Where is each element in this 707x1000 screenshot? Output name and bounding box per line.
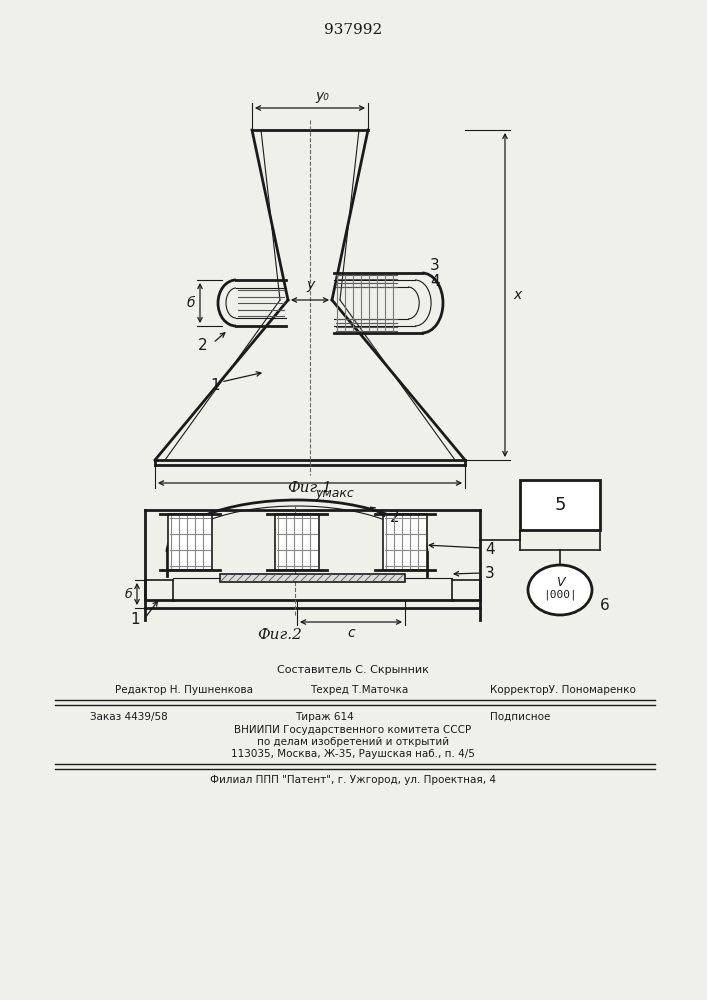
Bar xyxy=(220,574,405,582)
Bar xyxy=(275,514,319,570)
Text: по делам изобретений и открытий: по делам изобретений и открытий xyxy=(257,737,449,747)
Text: 1: 1 xyxy=(130,612,140,628)
Text: 2: 2 xyxy=(390,510,399,526)
Text: y₀: y₀ xyxy=(315,89,329,103)
Text: 6: 6 xyxy=(600,597,609,612)
Text: yмакс: yмакс xyxy=(315,487,354,500)
Text: |000|: |000| xyxy=(543,590,577,600)
Bar xyxy=(383,514,427,570)
Text: Заказ 4439/58: Заказ 4439/58 xyxy=(90,712,168,722)
Text: Техред Т.Маточка: Техред Т.Маточка xyxy=(310,685,408,695)
Text: Редактор Н. Пушненкова: Редактор Н. Пушненкова xyxy=(115,685,253,695)
Text: б: б xyxy=(187,296,195,310)
Text: 113035, Москва, Ж-35, Раушская наб., п. 4/5: 113035, Москва, Ж-35, Раушская наб., п. … xyxy=(231,749,475,759)
Text: Подписное: Подписное xyxy=(490,712,550,722)
Text: 4: 4 xyxy=(430,273,440,288)
Text: Тираж 614: Тираж 614 xyxy=(295,712,354,722)
Text: V: V xyxy=(556,576,564,589)
Text: 4: 4 xyxy=(485,542,495,558)
Text: c: c xyxy=(347,626,355,640)
Text: 937992: 937992 xyxy=(324,23,382,37)
Text: Фиг.2: Фиг.2 xyxy=(257,628,303,642)
Text: 1: 1 xyxy=(210,377,220,392)
Text: Составитель С. Скрынник: Составитель С. Скрынник xyxy=(277,665,429,675)
Text: 3: 3 xyxy=(430,257,440,272)
Text: ВНИИПИ Государственного комитета СССР: ВНИИПИ Государственного комитета СССР xyxy=(235,725,472,735)
Text: Филиал ППП "Патент", г. Ужгород, ул. Проектная, 4: Филиал ППП "Патент", г. Ужгород, ул. Про… xyxy=(210,775,496,785)
Text: 5: 5 xyxy=(554,496,566,514)
Text: 3: 3 xyxy=(485,566,495,580)
Text: 2: 2 xyxy=(199,338,208,353)
Bar xyxy=(168,514,212,570)
Text: Фиг.1: Фиг.1 xyxy=(288,481,332,495)
Text: y: y xyxy=(306,278,314,292)
Text: КорректорУ. Пономаренко: КорректорУ. Пономаренко xyxy=(490,685,636,695)
Bar xyxy=(520,480,600,530)
Ellipse shape xyxy=(528,565,592,615)
Text: x: x xyxy=(513,288,521,302)
Text: б: б xyxy=(124,587,132,600)
